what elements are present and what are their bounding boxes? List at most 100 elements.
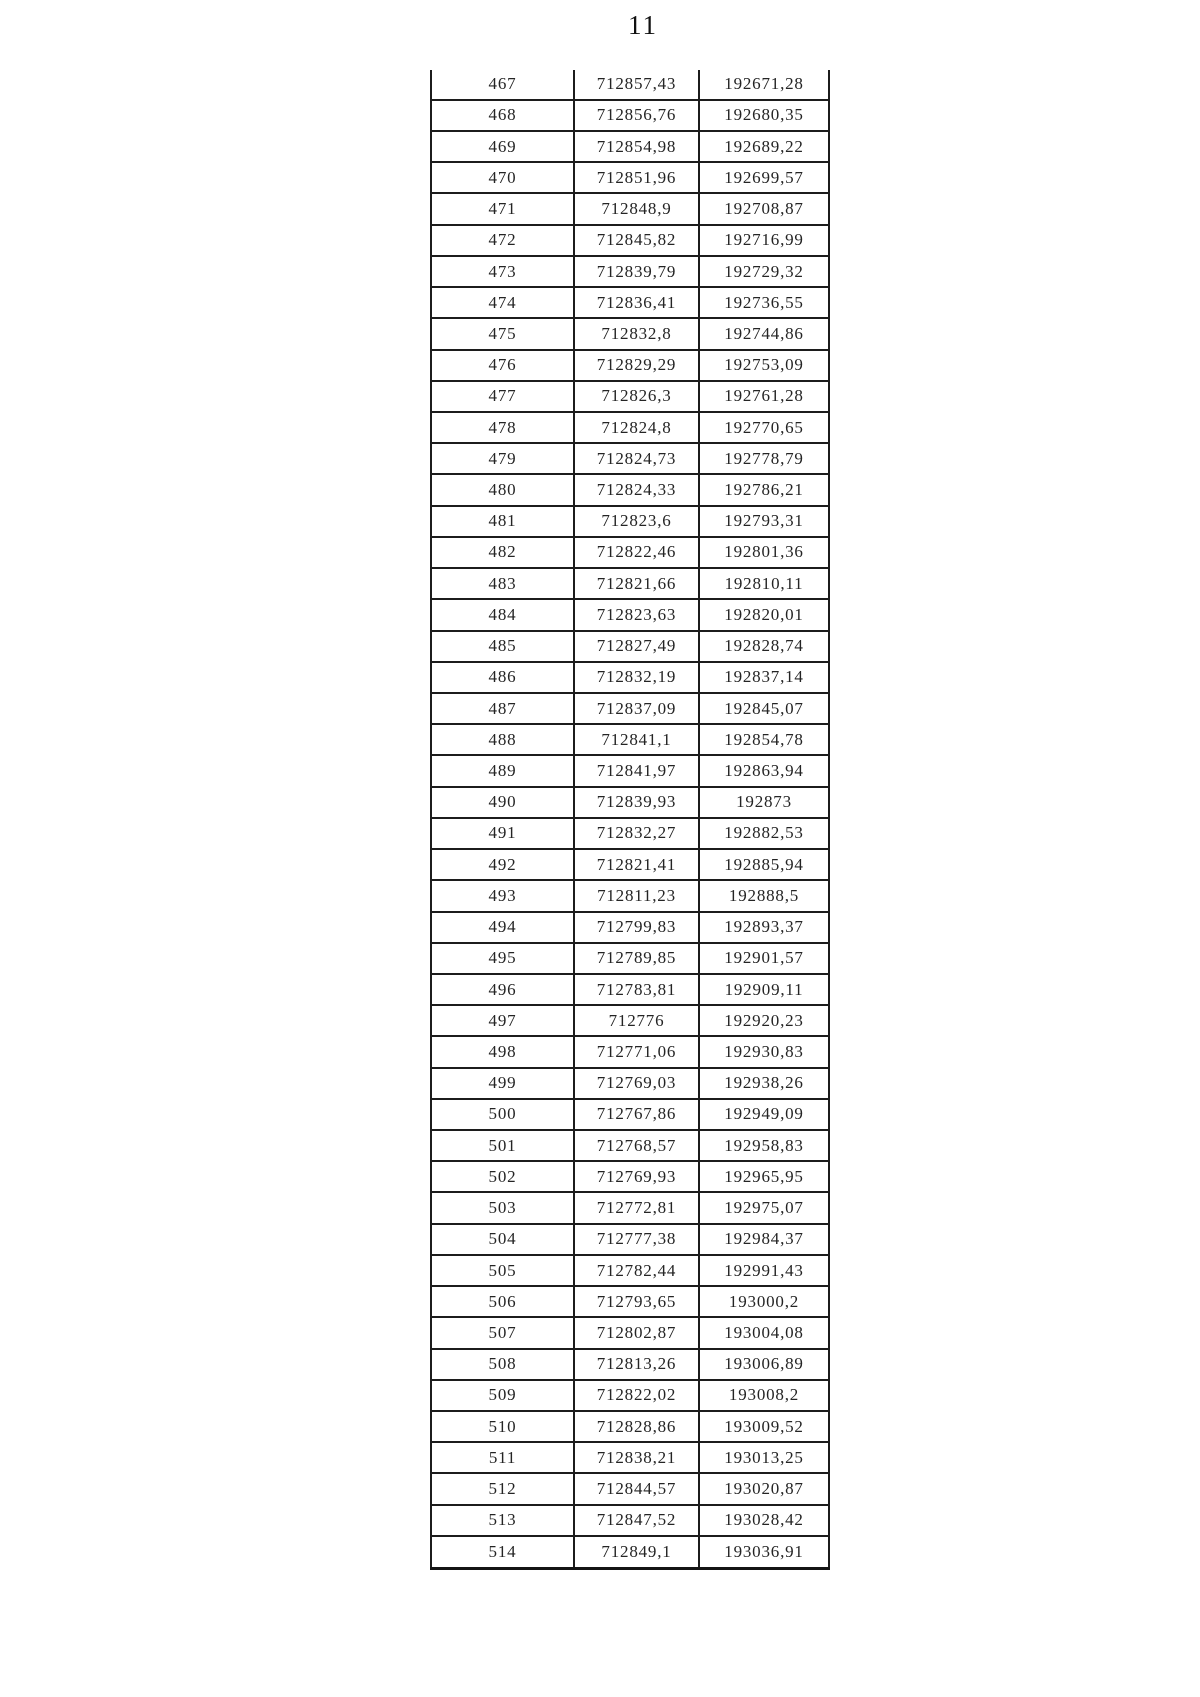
point-index-cell: 490 (430, 785, 575, 819)
table-row: 491 712832,27 192882,53 (430, 816, 830, 851)
table-row: 484 712823,63 192820,01 (430, 598, 830, 632)
y-coordinate-cell: 192708,87 (698, 192, 830, 226)
point-index-cell: 499 (430, 1066, 575, 1100)
x-coordinate-cell: 712802,87 (573, 1316, 700, 1350)
point-index-cell: 504 (430, 1222, 575, 1256)
y-coordinate-cell: 193036,91 (698, 1534, 830, 1570)
point-index-cell: 485 (430, 629, 575, 663)
table-row: 506 712793,65 193000,2 (430, 1285, 830, 1319)
table-row: 498 712771,06 192930,83 (430, 1035, 830, 1069)
point-index-cell: 467 (430, 70, 575, 101)
y-coordinate-cell: 192729,32 (698, 254, 830, 289)
table-row: 499 712769,03 192938,26 (430, 1066, 830, 1100)
point-index-cell: 492 (430, 848, 575, 882)
x-coordinate-cell: 712768,57 (573, 1129, 700, 1163)
table-row: 472 712845,82 192716,99 (430, 223, 830, 257)
x-coordinate-cell: 712813,26 (573, 1347, 700, 1381)
x-coordinate-cell: 712848,9 (573, 192, 700, 226)
x-coordinate-cell: 712782,44 (573, 1253, 700, 1288)
x-coordinate-cell: 712824,73 (573, 442, 700, 476)
point-index-cell: 473 (430, 254, 575, 289)
table-row: 468 712856,76 192680,35 (430, 98, 830, 133)
table-row: 511 712838,21 193013,25 (430, 1441, 830, 1475)
table-row: 469 712854,98 192689,22 (430, 130, 830, 164)
x-coordinate-cell: 712857,43 (573, 70, 700, 101)
table-row: 513 712847,52 193028,42 (430, 1503, 830, 1537)
table-row: 497 712776 192920,23 (430, 1004, 830, 1038)
point-index-cell: 487 (430, 691, 575, 726)
x-coordinate-cell: 712777,38 (573, 1222, 700, 1256)
point-index-cell: 476 (430, 348, 575, 382)
point-index-cell: 474 (430, 286, 575, 320)
y-coordinate-cell: 192810,11 (698, 567, 830, 601)
y-coordinate-cell: 193008,2 (698, 1378, 830, 1413)
y-coordinate-cell: 192854,78 (698, 723, 830, 757)
table-row: 481 712823,6 192793,31 (430, 504, 830, 538)
y-coordinate-cell: 193006,89 (698, 1347, 830, 1381)
point-index-cell: 483 (430, 567, 575, 601)
point-index-cell: 511 (430, 1441, 575, 1475)
page-number: 11 (628, 10, 658, 40)
table-row: 482 712822,46 192801,36 (430, 535, 830, 570)
point-index-cell: 509 (430, 1378, 575, 1413)
table-row: 502 712769,93 192965,95 (430, 1160, 830, 1194)
point-index-cell: 481 (430, 504, 575, 538)
table-row: 476 712829,29 192753,09 (430, 348, 830, 382)
y-coordinate-cell: 192770,65 (698, 410, 830, 445)
x-coordinate-cell: 712823,63 (573, 598, 700, 632)
y-coordinate-cell: 192901,57 (698, 941, 830, 975)
point-index-cell: 489 (430, 754, 575, 788)
point-index-cell: 479 (430, 442, 575, 476)
x-coordinate-cell: 712856,76 (573, 98, 700, 133)
x-coordinate-cell: 712839,93 (573, 785, 700, 819)
table-row: 503 712772,81 192975,07 (430, 1191, 830, 1225)
point-index-cell: 510 (430, 1409, 575, 1444)
y-coordinate-cell: 192786,21 (698, 473, 830, 507)
table-row: 485 712827,49 192828,74 (430, 629, 830, 663)
table-row: 475 712832,8 192744,86 (430, 317, 830, 351)
y-coordinate-cell: 192837,14 (698, 660, 830, 694)
table-row: 474 712836,41 192736,55 (430, 286, 830, 320)
point-index-cell: 505 (430, 1253, 575, 1288)
point-index-cell: 475 (430, 317, 575, 351)
y-coordinate-cell: 192793,31 (698, 504, 830, 538)
point-index-cell: 471 (430, 192, 575, 226)
table-row: 494 712799,83 192893,37 (430, 910, 830, 944)
x-coordinate-cell: 712836,41 (573, 286, 700, 320)
point-index-cell: 512 (430, 1472, 575, 1506)
table-row: 471 712848,9 192708,87 (430, 192, 830, 226)
x-coordinate-cell: 712821,66 (573, 567, 700, 601)
x-coordinate-cell: 712847,52 (573, 1503, 700, 1537)
table-row: 500 712767,86 192949,09 (430, 1097, 830, 1132)
table-row: 512 712844,57 193020,87 (430, 1472, 830, 1506)
x-coordinate-cell: 712839,79 (573, 254, 700, 289)
table-row: 467 712857,43 192671,28 (430, 70, 830, 101)
point-index-cell: 503 (430, 1191, 575, 1225)
point-index-cell: 486 (430, 660, 575, 694)
y-coordinate-cell: 192930,83 (698, 1035, 830, 1069)
y-coordinate-cell: 192820,01 (698, 598, 830, 632)
x-coordinate-cell: 712832,27 (573, 816, 700, 851)
x-coordinate-cell: 712828,86 (573, 1409, 700, 1444)
y-coordinate-cell: 192801,36 (698, 535, 830, 570)
y-coordinate-cell: 192949,09 (698, 1097, 830, 1132)
y-coordinate-cell: 192888,5 (698, 879, 830, 913)
y-coordinate-cell: 193009,52 (698, 1409, 830, 1444)
table-row: 479 712824,73 192778,79 (430, 442, 830, 476)
point-index-cell: 500 (430, 1097, 575, 1132)
x-coordinate-cell: 712799,83 (573, 910, 700, 944)
point-index-cell: 507 (430, 1316, 575, 1350)
y-coordinate-cell: 192761,28 (698, 379, 830, 414)
y-coordinate-cell: 192938,26 (698, 1066, 830, 1100)
point-index-cell: 508 (430, 1347, 575, 1381)
x-coordinate-cell: 712771,06 (573, 1035, 700, 1069)
y-coordinate-cell: 192958,83 (698, 1129, 830, 1163)
y-coordinate-cell: 193013,25 (698, 1441, 830, 1475)
y-coordinate-cell: 192863,94 (698, 754, 830, 788)
x-coordinate-cell: 712776 (573, 1004, 700, 1038)
point-index-cell: 477 (430, 379, 575, 414)
table-row: 510 712828,86 193009,52 (430, 1409, 830, 1444)
y-coordinate-cell: 192991,43 (698, 1253, 830, 1288)
x-coordinate-cell: 712826,3 (573, 379, 700, 414)
point-index-cell: 513 (430, 1503, 575, 1537)
